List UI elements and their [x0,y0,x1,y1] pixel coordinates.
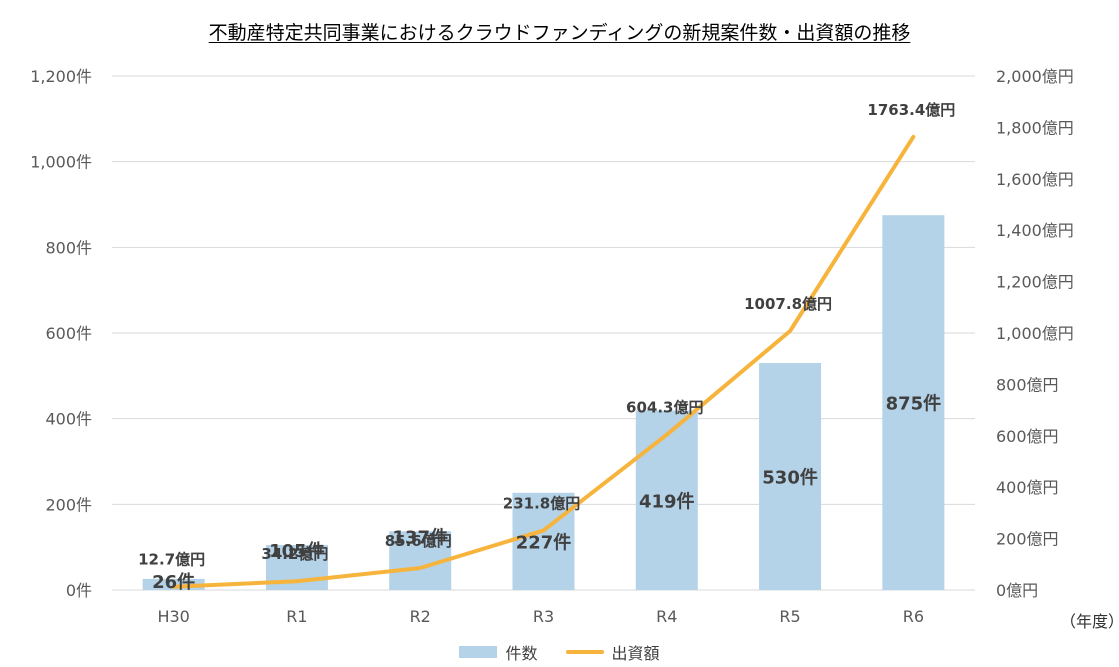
x-tick-label: R6 [903,607,924,626]
x-tick-label: R3 [533,607,554,626]
line-data-label: 12.7億円 [138,551,205,569]
y-right-tick-label: 1,400億円 [996,221,1074,240]
legend-line-swatch [565,650,604,654]
x-tick-label: R4 [656,607,677,626]
legend-label-count: 件数 [505,644,538,663]
line-data-label: 85.6億円 [385,532,452,550]
y-right-tick-label: 1,200億円 [996,273,1074,292]
chart-title: 不動産特定共同事業におけるクラウドファンディングの新規案件数・出資額の推移 [208,22,911,44]
y-right-tick-label: 600億円 [996,427,1059,446]
x-tick-label: R5 [779,607,800,626]
x-tick-label: R1 [286,607,307,626]
x-axis-unit-label: （年度） [1060,612,1119,631]
line-data-label: 1007.8億円 [744,295,832,313]
bar-data-label: 227件 [516,531,572,553]
legend-bar-swatch [459,646,498,658]
legend-item-count: 件数 [459,640,538,664]
bar-data-label: 875件 [886,393,942,415]
bar [512,492,575,590]
y-left-tick-label: 1,000件 [30,153,92,172]
bar-data-label: 530件 [762,466,818,488]
bar-data-label: 137件 [392,526,448,548]
legend: 件数 出資額 [0,640,1119,664]
bar [882,215,945,591]
y-right-tick-label: 1,800億円 [996,118,1074,137]
bar-data-label: 419件 [639,490,695,512]
legend-label-amount: 出資額 [611,644,660,663]
y-left-tick-label: 1,200件 [30,67,92,86]
bar [759,362,822,590]
y-left-tick-label: 600件 [45,324,92,343]
series-line [171,134,916,589]
bar-data-label: 105件 [269,540,325,562]
y-left-tick-label: 400件 [45,410,92,429]
y-right-tick-label: 2,000億円 [996,67,1074,86]
line-data-label: 34.2億円 [261,545,328,563]
line-data-label: 231.8億円 [503,494,580,512]
x-tick-label: R2 [410,607,431,626]
x-tick-label: H30 [157,607,189,626]
bar [142,578,205,590]
y-left-tick-label: 200件 [45,495,92,514]
bar-data-label: 26件 [152,571,195,593]
line-data-label: 1763.4億円 [867,101,955,119]
legend-item-amount: 出資額 [565,640,660,664]
y-left-tick-label: 0件 [66,581,92,600]
line-data-label: 604.3億円 [626,399,703,417]
y-right-tick-label: 1,600億円 [996,170,1074,189]
y-right-tick-label: 0億円 [996,581,1038,600]
y-left-tick-label: 800件 [45,238,92,257]
y-right-tick-label: 200億円 [996,530,1059,549]
bar [635,410,698,590]
y-right-tick-label: 400億円 [996,478,1059,497]
y-right-tick-label: 1,000億円 [996,324,1074,343]
y-right-tick-label: 800億円 [996,375,1059,394]
